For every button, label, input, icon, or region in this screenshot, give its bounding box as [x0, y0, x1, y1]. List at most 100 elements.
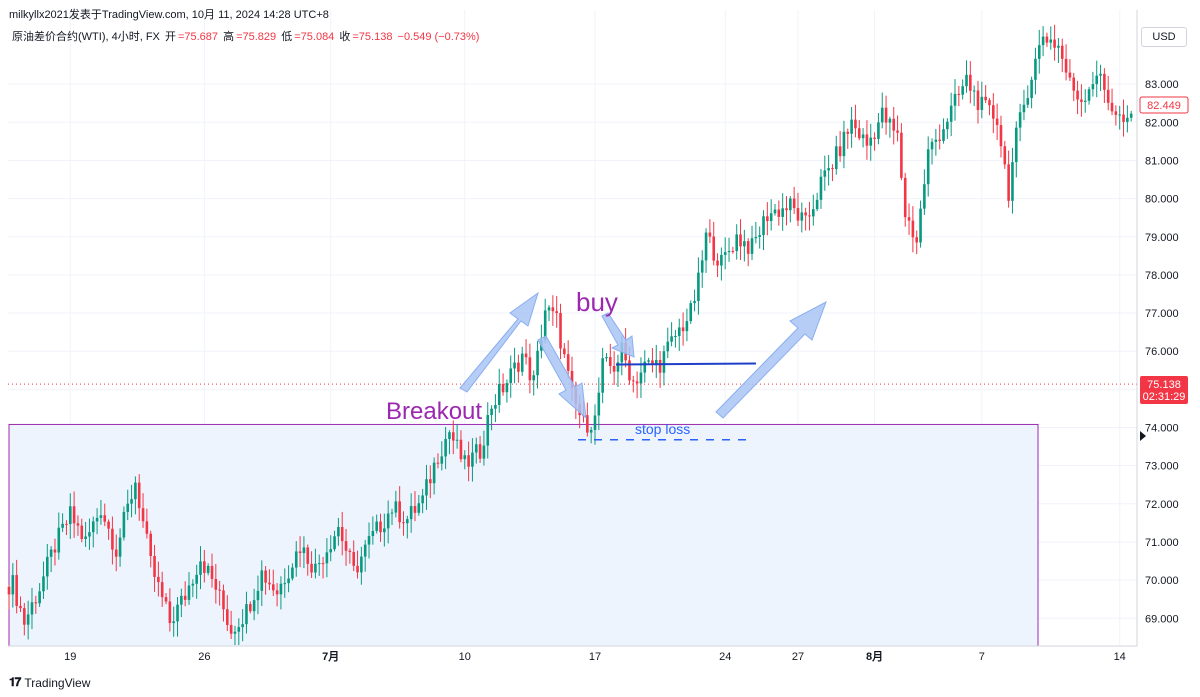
candle	[1026, 85, 1030, 108]
candle	[1018, 103, 1022, 142]
candle	[260, 560, 264, 607]
candle	[145, 508, 149, 539]
candle	[195, 564, 198, 599]
candle	[210, 553, 214, 588]
symbol-description[interactable]: 原油差价合约(WTI), 4小时, FX	[12, 31, 160, 43]
candle	[524, 339, 528, 365]
candle	[237, 618, 241, 645]
tradingview-logo-icon: 𝟏𝟕	[9, 675, 21, 689]
candle	[938, 124, 941, 150]
time-tick-label: 7	[979, 651, 985, 663]
candle	[923, 169, 926, 215]
candle	[375, 514, 378, 534]
arrow-down-breakout-icon[interactable]	[537, 335, 587, 420]
candle	[432, 457, 436, 495]
candle	[356, 550, 359, 579]
candle	[949, 92, 953, 137]
price-tick-label: 78.000	[1145, 270, 1179, 282]
candle	[915, 230, 919, 255]
candle	[206, 563, 210, 576]
candle	[459, 430, 463, 463]
time-tick-label: 17	[589, 651, 601, 663]
arrow-up-left-icon[interactable]	[459, 291, 539, 393]
candle	[689, 300, 693, 325]
candle	[417, 494, 421, 516]
candle	[731, 246, 735, 254]
candle	[677, 318, 681, 351]
candle	[168, 588, 172, 632]
price-tick-label: 79.000	[1145, 232, 1179, 244]
candle	[762, 210, 765, 251]
candle	[785, 196, 788, 226]
candle	[995, 103, 999, 140]
candle	[1118, 105, 1121, 130]
time-axis[interactable]: 19 26 7月 10 17 24 27 8月 7 14	[64, 650, 1126, 663]
candle	[494, 394, 497, 423]
candle	[478, 436, 482, 463]
price-axis[interactable]: 69.00070.00071.00072.00073.00074.00075.0…	[1145, 79, 1179, 625]
candle	[294, 541, 298, 577]
support-zone-rectangle[interactable]	[8, 423, 1039, 647]
candle	[172, 606, 175, 637]
candle	[1064, 44, 1068, 81]
candle	[7, 584, 11, 610]
candle	[834, 135, 838, 175]
candle	[42, 561, 45, 599]
candle	[1126, 105, 1129, 133]
candle	[513, 347, 516, 384]
candle	[444, 426, 447, 470]
currency-button[interactable]: USD	[1141, 27, 1187, 47]
candle	[907, 203, 911, 235]
arrow-up-right-icon[interactable]	[715, 300, 827, 419]
buy-label[interactable]: buy	[576, 287, 618, 317]
candle	[566, 340, 570, 379]
high-value: =75.829	[236, 31, 277, 43]
candle	[1083, 89, 1087, 113]
high-price-badge: 82.449	[1139, 96, 1189, 114]
candle	[517, 354, 520, 383]
candle	[111, 516, 114, 565]
candle	[681, 312, 685, 346]
candle	[769, 199, 773, 231]
candle	[352, 540, 355, 572]
candle	[421, 488, 424, 514]
candle	[942, 118, 945, 144]
candle	[946, 118, 949, 139]
candle	[528, 343, 532, 394]
candle	[965, 60, 968, 93]
candle	[509, 355, 513, 398]
candle	[658, 351, 662, 388]
arrow-buy-icon[interactable]	[601, 312, 635, 358]
candle	[969, 61, 972, 104]
candle	[789, 196, 792, 223]
candle	[425, 464, 428, 510]
candle	[310, 551, 313, 578]
candle	[471, 438, 474, 482]
breakout-label[interactable]: Breakout	[386, 398, 482, 425]
candle	[57, 512, 61, 560]
candle	[609, 343, 612, 374]
candle	[199, 546, 202, 590]
candle	[888, 116, 892, 138]
candle	[34, 595, 38, 614]
candle	[1076, 80, 1079, 115]
candle	[842, 120, 846, 169]
candle	[984, 85, 987, 104]
candle	[283, 568, 287, 598]
candle	[264, 566, 267, 595]
candle	[252, 588, 256, 621]
candle	[953, 79, 957, 121]
candle	[586, 402, 589, 437]
candle	[65, 520, 68, 536]
candle	[697, 257, 700, 315]
stop-loss-label[interactable]: stop loss	[635, 421, 690, 437]
time-tick-label: 7月	[322, 650, 339, 663]
price-marker-icon	[1140, 431, 1146, 441]
candle	[1045, 32, 1049, 47]
candle	[134, 476, 137, 515]
candle	[88, 518, 91, 550]
candle	[704, 228, 708, 273]
entry-horizontal-line[interactable]	[615, 362, 757, 366]
candle	[191, 579, 195, 598]
